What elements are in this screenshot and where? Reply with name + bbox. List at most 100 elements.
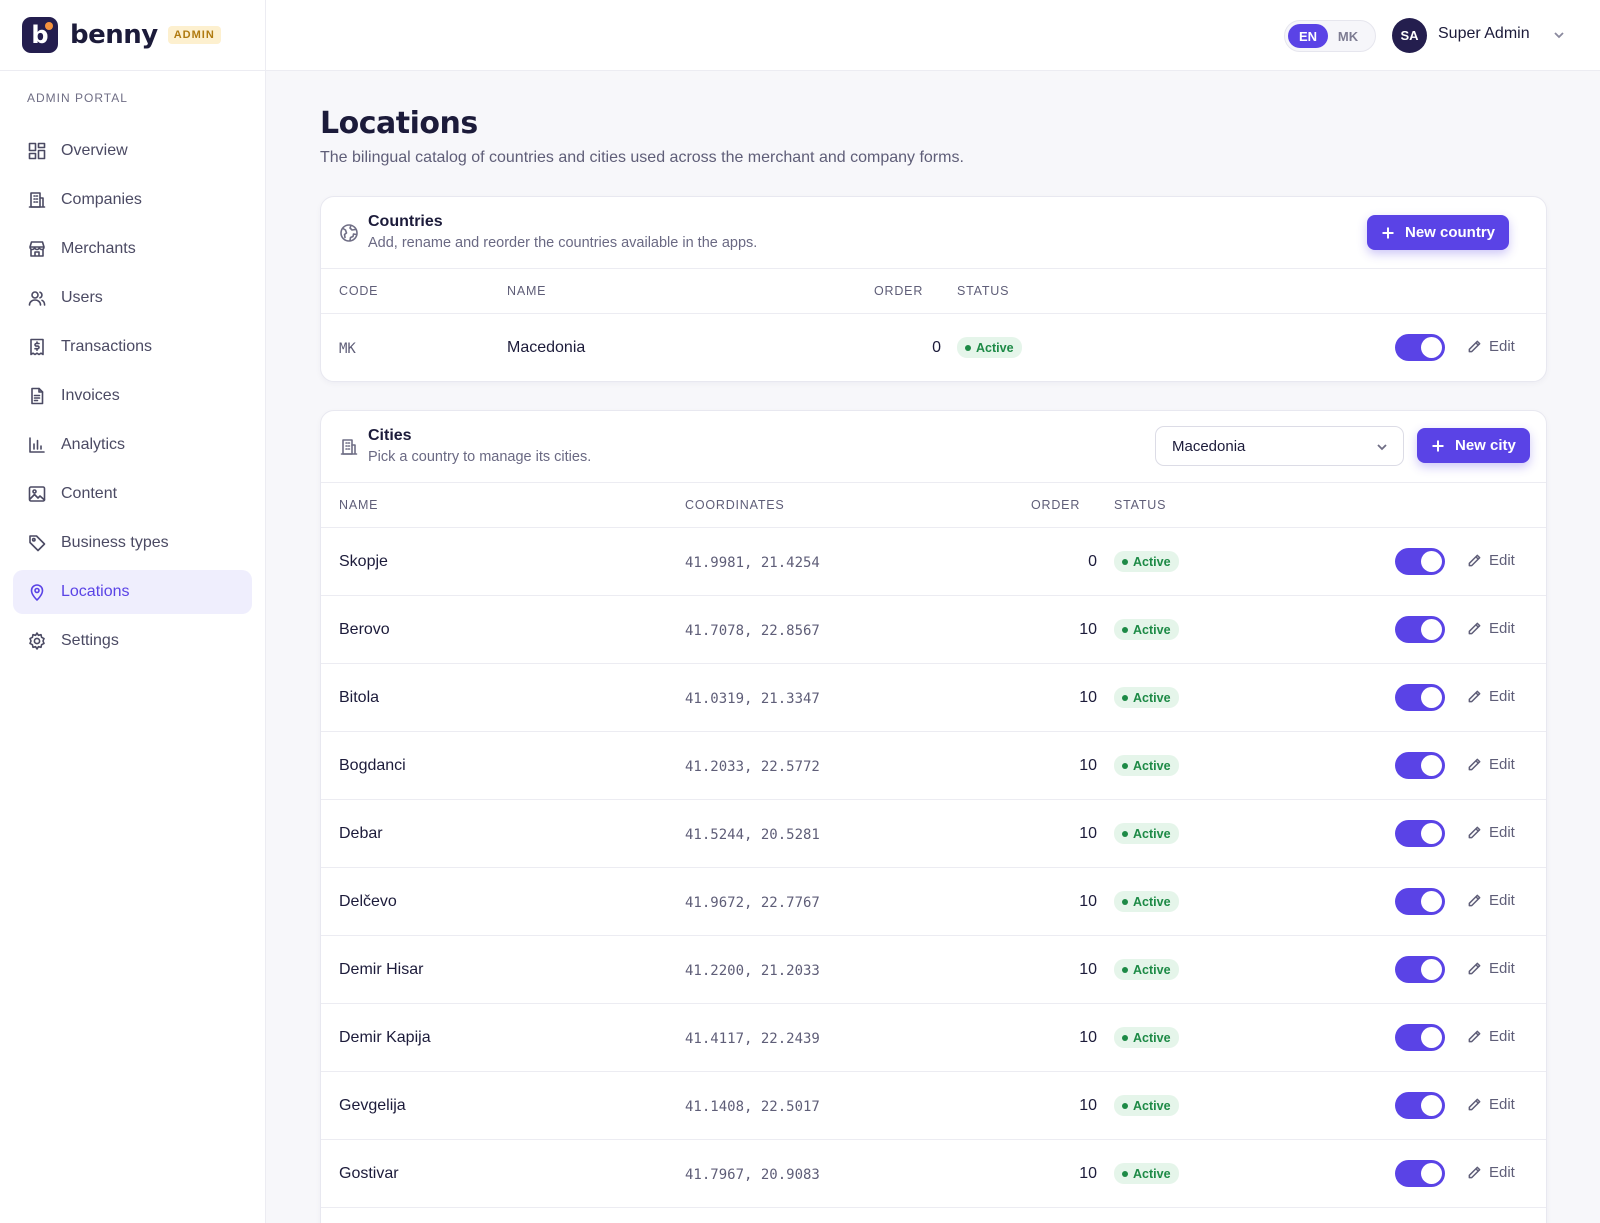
edit-label: Edit <box>1489 688 1515 705</box>
page-title: Locations <box>320 106 478 141</box>
city-coordinates: 41.7078, 22.8567 <box>685 623 820 639</box>
cities-table-body: Skopje 41.9981, 21.4254 0 Active Edit Berovo 4… <box>321 528 1546 1208</box>
pencil-icon <box>1468 1098 1481 1111</box>
sidebar-item-content[interactable]: Content <box>13 472 252 516</box>
chevron-down-icon[interactable] <box>1552 28 1566 42</box>
edit-button[interactable]: Edit <box>1467 688 1515 705</box>
edit-button[interactable]: Edit <box>1467 552 1515 569</box>
countries-card-header: Countries Add, rename and reorder the co… <box>321 197 1546 269</box>
city-order: 10 <box>1079 1029 1097 1046</box>
edit-label: Edit <box>1489 756 1515 773</box>
sidebar-item-label: Invoices <box>61 387 120 404</box>
page-subtitle: The bilingual catalog of countries and c… <box>320 149 964 166</box>
sidebar-item-overview[interactable]: Overview <box>13 129 252 173</box>
city-toggle[interactable] <box>1395 1024 1445 1051</box>
pencil-icon <box>1468 894 1481 907</box>
edit-button[interactable]: Edit <box>1467 1028 1515 1045</box>
city-toggle[interactable] <box>1395 548 1445 575</box>
city-order: 10 <box>1079 961 1097 978</box>
city-coordinates: 41.1408, 22.5017 <box>685 1099 820 1115</box>
logo-letter: b <box>31 21 49 49</box>
tag-icon <box>29 535 46 552</box>
edit-button[interactable]: Edit <box>1467 1096 1515 1113</box>
city-name: Delčevo <box>339 893 397 910</box>
country-select[interactable]: Macedonia <box>1155 426 1404 466</box>
city-coordinates: 41.9672, 22.7767 <box>685 895 820 911</box>
city-toggle[interactable] <box>1395 820 1445 847</box>
status-badge: Active <box>1114 1095 1179 1116</box>
language-mk[interactable]: MK <box>1337 28 1359 44</box>
country-toggle[interactable] <box>1395 334 1445 361</box>
status-badge: Active <box>1114 1163 1179 1184</box>
city-order: 10 <box>1079 825 1097 842</box>
sidebar-item-settings[interactable]: Settings <box>13 619 252 663</box>
edit-button[interactable]: Edit <box>1467 620 1515 637</box>
new-country-button[interactable]: New country <box>1367 215 1510 250</box>
cities-subtitle: Pick a country to manage its cities. <box>368 449 592 465</box>
building-icon <box>28 192 46 208</box>
language-en[interactable]: EN <box>1288 24 1328 48</box>
city-name: Berovo <box>339 621 390 638</box>
users-icon <box>28 291 46 306</box>
edit-button[interactable]: Edit <box>1467 338 1515 355</box>
column-order: ORDER <box>1031 498 1081 512</box>
edit-button[interactable]: Edit <box>1467 892 1515 909</box>
sidebar-item-transactions[interactable]: Transactions <box>13 325 252 369</box>
language-switch[interactable]: EN MK <box>1284 20 1376 52</box>
city-name: Gevgelija <box>339 1097 406 1114</box>
edit-label: Edit <box>1489 1028 1515 1045</box>
table-row: MK Macedonia 0 Active Edit <box>321 314 1546 381</box>
pencil-icon <box>1468 758 1481 771</box>
avatar[interactable]: SA <box>1392 18 1427 53</box>
sidebar-item-companies[interactable]: Companies <box>13 178 252 222</box>
status-dot <box>1122 1170 1128 1177</box>
city-toggle[interactable] <box>1395 684 1445 711</box>
status-dot <box>1122 830 1128 837</box>
country-name: Macedonia <box>507 339 586 356</box>
city-toggle[interactable] <box>1395 1160 1445 1187</box>
status-label: Active <box>1133 1166 1171 1181</box>
status-dot <box>1122 1034 1128 1041</box>
status-dot <box>1122 626 1128 633</box>
sidebar-item-invoices[interactable]: Invoices <box>13 374 252 418</box>
table-row: Demir Hisar 41.2200, 21.2033 10 Active Edit <box>321 936 1546 1004</box>
sidebar: b benny ADMIN ADMIN PORTAL Overview Comp… <box>0 0 266 1223</box>
edit-button[interactable]: Edit <box>1467 756 1515 773</box>
pencil-icon <box>1468 622 1481 635</box>
status-badge: Active <box>1114 687 1179 708</box>
sidebar-item-business-types[interactable]: Business types <box>13 521 252 565</box>
city-toggle[interactable] <box>1395 956 1445 983</box>
sidebar-item-label: Overview <box>61 142 128 159</box>
city-toggle[interactable] <box>1395 1092 1445 1119</box>
status-dot <box>1122 762 1128 769</box>
city-coordinates: 41.2033, 22.5772 <box>685 759 820 775</box>
status-label: Active <box>1133 826 1171 841</box>
city-toggle[interactable] <box>1395 752 1445 779</box>
city-name: Bitola <box>339 689 380 706</box>
sidebar-item-label: Locations <box>61 583 130 600</box>
city-toggle[interactable] <box>1395 616 1445 643</box>
status-badge: Active <box>1114 959 1179 980</box>
city-name: Gostivar <box>339 1165 399 1182</box>
table-row: Berovo 41.7078, 22.8567 10 Active Edit <box>321 596 1546 664</box>
new-city-button[interactable]: New city <box>1417 428 1530 463</box>
edit-button[interactable]: Edit <box>1467 960 1515 977</box>
city-name: Bogdanci <box>339 757 406 774</box>
edit-label: Edit <box>1489 1096 1515 1113</box>
countries-card: Countries Add, rename and reorder the co… <box>320 196 1547 382</box>
user-name[interactable]: Super Admin <box>1438 25 1530 42</box>
brand[interactable]: b benny ADMIN <box>0 0 265 71</box>
countries-table-header: CODE NAME ORDER STATUS <box>321 269 1546 314</box>
sidebar-item-users[interactable]: Users <box>13 276 252 320</box>
sidebar-item-analytics[interactable]: Analytics <box>13 423 252 467</box>
sidebar-item-label: Settings <box>61 632 119 649</box>
status-badge: Active <box>957 337 1022 358</box>
status-dot <box>1122 966 1128 973</box>
city-toggle[interactable] <box>1395 888 1445 915</box>
edit-button[interactable]: Edit <box>1467 1164 1515 1181</box>
edit-button[interactable]: Edit <box>1467 824 1515 841</box>
sidebar-item-locations[interactable]: Locations <box>13 570 252 614</box>
status-badge: Active <box>1114 619 1179 640</box>
edit-label: Edit <box>1489 960 1515 977</box>
sidebar-item-merchants[interactable]: Merchants <box>13 227 252 271</box>
